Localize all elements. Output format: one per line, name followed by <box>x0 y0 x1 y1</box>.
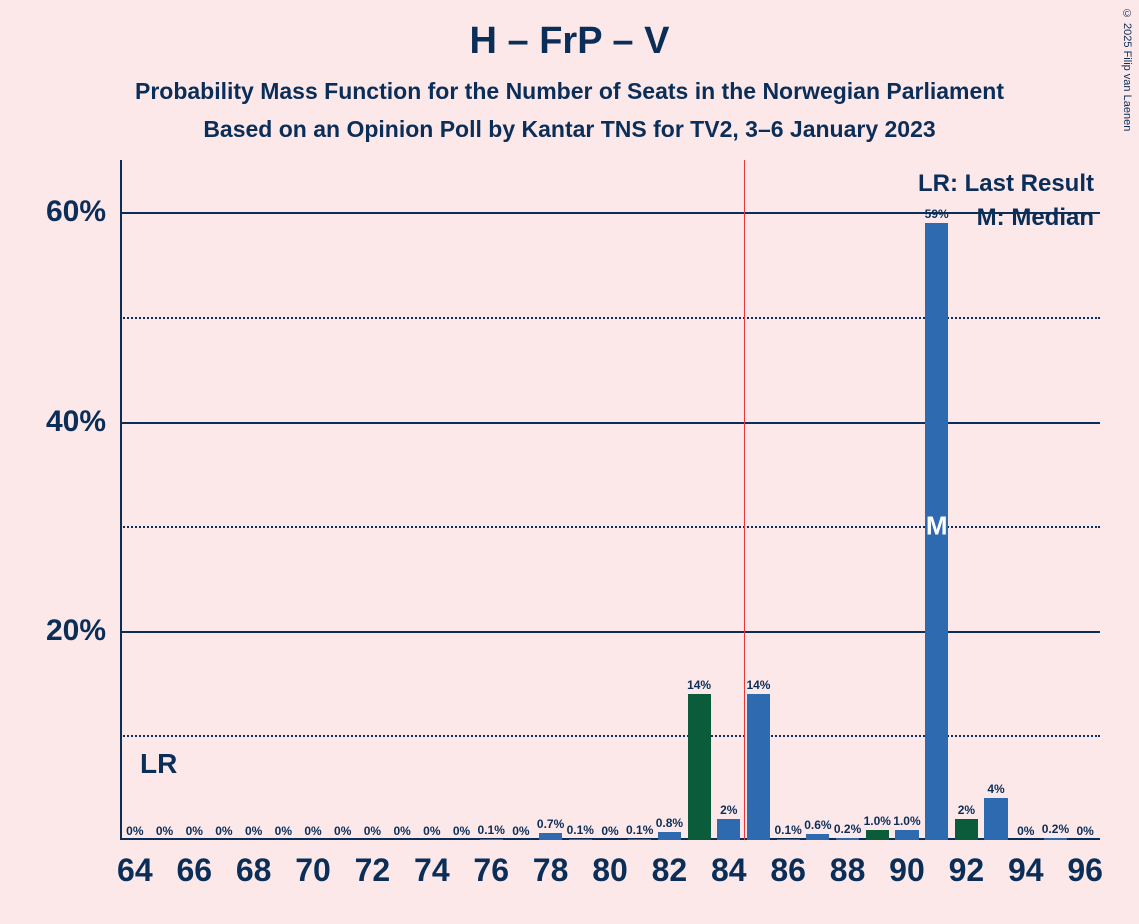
bar-value-label: 0% <box>275 824 292 840</box>
bar: 2% <box>717 819 740 840</box>
bar-value-label: 14% <box>687 678 711 694</box>
last-result-line <box>744 160 746 840</box>
bar-value-label: 0% <box>512 824 529 840</box>
gridline-minor <box>120 317 1100 319</box>
bar-value-label: 0% <box>423 824 440 840</box>
x-tick-label: 74 <box>414 840 450 889</box>
bar-value-label: 0% <box>453 824 470 840</box>
x-tick-label: 72 <box>355 840 391 889</box>
x-tick-label: 78 <box>533 840 569 889</box>
median-marker: M <box>926 511 948 542</box>
x-tick-label: 84 <box>711 840 747 889</box>
gridline-minor <box>120 526 1100 528</box>
bar-value-label: 0.2% <box>1042 822 1069 838</box>
bar-value-label: 0% <box>334 824 351 840</box>
bar-value-label: 0.1% <box>478 823 505 839</box>
x-tick-label: 76 <box>473 840 509 889</box>
y-tick-label: 40% <box>46 405 120 439</box>
bar: 0.2% <box>1044 838 1067 840</box>
bar: 0.8% <box>658 832 681 840</box>
bar-value-label: 0.6% <box>804 818 831 834</box>
bar-value-label: 0% <box>156 824 173 840</box>
bar-value-label: 0% <box>126 824 143 840</box>
x-tick-label: 86 <box>770 840 806 889</box>
bar-value-label: 0.7% <box>537 817 564 833</box>
bar-value-label: 0.1% <box>774 823 801 839</box>
chart-canvas: H – FrP – V Probability Mass Function fo… <box>0 0 1139 924</box>
bar-value-label: 0% <box>601 824 618 840</box>
bar-value-label: 0% <box>364 824 381 840</box>
gridline-major <box>120 212 1100 214</box>
bar: 0.1% <box>569 839 592 840</box>
x-tick-label: 94 <box>1008 840 1044 889</box>
x-tick-label: 80 <box>592 840 628 889</box>
plot-area: LR LR: Last Result M: Median 20%40%60%64… <box>120 160 1100 840</box>
y-axis <box>120 160 122 840</box>
bar-value-label: 59% <box>925 207 949 223</box>
bar: 0.1% <box>628 839 651 840</box>
lr-label: LR <box>140 748 177 780</box>
gridline-major <box>120 631 1100 633</box>
bar-value-label: 2% <box>720 803 737 819</box>
y-tick-label: 20% <box>46 614 120 648</box>
bar-value-label: 0% <box>215 824 232 840</box>
bar-value-label: 4% <box>987 782 1004 798</box>
bar-value-label: 0.2% <box>834 822 861 838</box>
bar-value-label: 0.1% <box>626 823 653 839</box>
gridline-minor <box>120 735 1100 737</box>
copyright-text: © 2025 Filip van Laenen <box>1121 8 1133 131</box>
x-tick-label: 70 <box>295 840 331 889</box>
bar: 14% <box>747 694 770 840</box>
bar: 14% <box>688 694 711 840</box>
legend-last-result: LR: Last Result <box>918 170 1094 198</box>
x-tick-label: 88 <box>830 840 866 889</box>
bar-value-label: 0% <box>393 824 410 840</box>
x-tick-label: 66 <box>176 840 212 889</box>
legend-median: M: Median <box>977 204 1094 232</box>
y-tick-label: 60% <box>46 195 120 229</box>
x-tick-label: 96 <box>1067 840 1103 889</box>
x-tick-label: 68 <box>236 840 272 889</box>
x-tick-label: 90 <box>889 840 925 889</box>
bar: 0.7% <box>539 833 562 840</box>
bar: 2% <box>955 819 978 840</box>
bar-value-label: 0% <box>304 824 321 840</box>
bar-value-label: 1.0% <box>893 814 920 830</box>
chart-subtitle-2: Based on an Opinion Poll by Kantar TNS f… <box>0 116 1139 143</box>
bar-value-label: 0.1% <box>567 823 594 839</box>
bar-value-label: 1.0% <box>864 814 891 830</box>
bar: 1.0% <box>895 830 918 840</box>
x-tick-label: 64 <box>117 840 153 889</box>
chart-title: H – FrP – V <box>0 20 1139 63</box>
bar: 0.1% <box>480 839 503 840</box>
bar-value-label: 14% <box>746 678 770 694</box>
bar: 0.1% <box>777 839 800 840</box>
bar-value-label: 0% <box>245 824 262 840</box>
gridline-major <box>120 422 1100 424</box>
x-tick-label: 82 <box>652 840 688 889</box>
bar: 0.6% <box>806 834 829 840</box>
bar: 0.2% <box>836 838 859 840</box>
bar-value-label: 0.8% <box>656 816 683 832</box>
bar-value-label: 0% <box>1017 824 1034 840</box>
chart-subtitle-1: Probability Mass Function for the Number… <box>0 78 1139 105</box>
bar: 4% <box>984 798 1007 840</box>
bar: 1.0% <box>866 830 889 840</box>
bar-value-label: 2% <box>958 803 975 819</box>
bar-value-label: 0% <box>1076 824 1093 840</box>
bar-value-label: 0% <box>186 824 203 840</box>
x-tick-label: 92 <box>949 840 985 889</box>
